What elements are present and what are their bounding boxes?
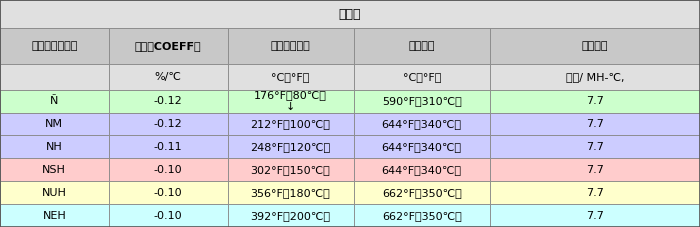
Bar (228, 113, 354, 136)
Text: -0.10: -0.10 (154, 211, 182, 221)
Text: 662°F（350℃）: 662°F（350℃） (382, 188, 461, 198)
Text: NH: NH (46, 142, 62, 152)
Text: 钕铁硼材料类型: 钕铁硼材料类型 (31, 41, 78, 51)
Text: -0.12: -0.12 (153, 96, 183, 106)
Bar (0, 90, 108, 113)
Text: 7.7: 7.7 (586, 211, 604, 221)
Text: 7.7: 7.7 (586, 96, 604, 106)
Text: 302°F（150℃）: 302°F（150℃） (251, 165, 330, 175)
Text: 导热系数: 导热系数 (582, 41, 608, 51)
Bar (490, 64, 700, 90)
Text: 7.7: 7.7 (586, 119, 604, 129)
Text: -0.10: -0.10 (154, 165, 182, 175)
Text: °C（°F）: °C（°F） (402, 72, 441, 82)
Bar (108, 113, 228, 136)
Text: 最大工作温度: 最大工作温度 (271, 41, 310, 51)
Text: NSH: NSH (42, 165, 66, 175)
Bar (108, 204, 228, 227)
Text: 356°F（180℃）: 356°F（180℃） (251, 188, 330, 198)
Text: %/℃: %/℃ (155, 72, 181, 82)
Text: Ñ: Ñ (50, 96, 58, 106)
Text: 662°F（350℃）: 662°F（350℃） (382, 211, 461, 221)
Text: 千卡/ MH-℃,: 千卡/ MH-℃, (566, 72, 624, 82)
Bar (490, 181, 700, 204)
Text: °C（°F）: °C（°F） (272, 72, 309, 82)
Text: NM: NM (46, 119, 63, 129)
Text: 644°F（340℃）: 644°F（340℃） (382, 119, 462, 129)
Text: 212°F（100℃）: 212°F（100℃） (251, 119, 330, 129)
Bar (108, 64, 228, 90)
Text: 644°F（340℃）: 644°F（340℃） (382, 142, 462, 152)
Bar (490, 136, 700, 158)
Text: 7.7: 7.7 (586, 188, 604, 198)
Text: 热膨胀COEFF。: 热膨胀COEFF。 (134, 41, 202, 51)
Bar (108, 28, 228, 64)
Bar (108, 181, 228, 204)
Bar (490, 204, 700, 227)
Text: -0.11: -0.11 (154, 142, 182, 152)
Bar (354, 28, 490, 64)
Bar (228, 136, 354, 158)
Text: NUH: NUH (42, 188, 66, 198)
Bar (490, 28, 700, 64)
Bar (354, 113, 490, 136)
Text: 644°F（340℃）: 644°F（340℃） (382, 165, 462, 175)
Bar (228, 28, 354, 64)
Bar (0, 28, 108, 64)
Bar (490, 113, 700, 136)
Bar (490, 158, 700, 181)
Bar (108, 158, 228, 181)
Text: 热特性: 热特性 (339, 8, 361, 21)
Bar (354, 204, 490, 227)
Bar (354, 90, 490, 113)
Bar (228, 158, 354, 181)
Bar (354, 181, 490, 204)
Text: 392°F（200℃）: 392°F（200℃） (251, 211, 330, 221)
Text: 居里温度: 居里温度 (409, 41, 435, 51)
Text: 7.7: 7.7 (586, 142, 604, 152)
Bar (0, 136, 108, 158)
Bar (354, 136, 490, 158)
Text: NEH: NEH (43, 211, 66, 221)
Text: 7.7: 7.7 (586, 165, 604, 175)
Text: 248°F（120℃）: 248°F（120℃） (251, 142, 330, 152)
Bar (0, 0, 700, 28)
Bar (354, 158, 490, 181)
Bar (228, 181, 354, 204)
Bar (490, 90, 700, 113)
Text: 176°F（80℃）
↓: 176°F（80℃） ↓ (254, 90, 327, 112)
Bar (0, 204, 108, 227)
Bar (108, 90, 228, 113)
Bar (228, 204, 354, 227)
Bar (228, 90, 354, 113)
Bar (108, 136, 228, 158)
Text: 590°F（310℃）: 590°F（310℃） (382, 96, 461, 106)
Bar (228, 64, 354, 90)
Bar (0, 181, 108, 204)
Bar (0, 113, 108, 136)
Text: -0.12: -0.12 (153, 119, 183, 129)
Bar (354, 64, 490, 90)
Bar (0, 64, 108, 90)
Bar (0, 158, 108, 181)
Text: -0.10: -0.10 (154, 188, 182, 198)
